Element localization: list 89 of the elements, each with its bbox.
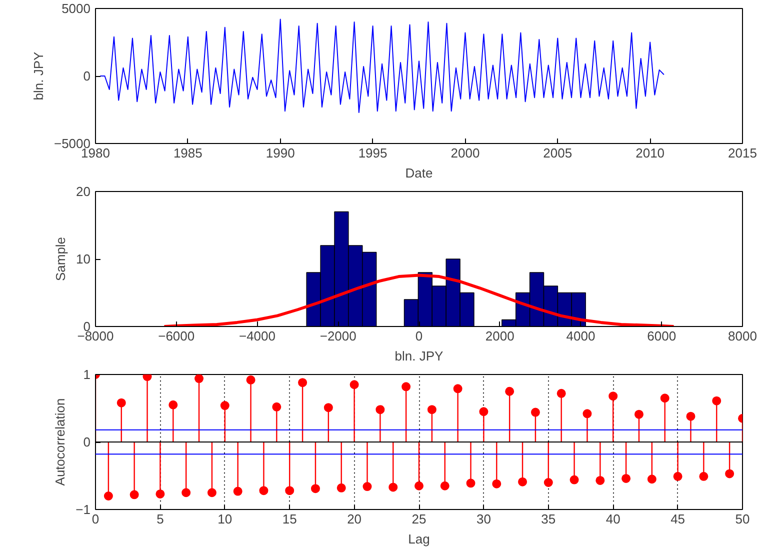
x-tick-label: 2000 — [485, 328, 514, 344]
point — [104, 492, 113, 500]
point — [492, 479, 502, 488]
y-tick-label: 5000 — [62, 1, 90, 16]
point — [182, 488, 191, 498]
point — [556, 388, 566, 398]
point — [699, 472, 708, 481]
point — [634, 410, 644, 419]
point — [207, 488, 216, 498]
point — [505, 386, 514, 396]
y-tick-label: −1 — [76, 502, 91, 517]
point — [647, 474, 656, 484]
x-tick-label: 0 — [415, 328, 423, 344]
x-tick-label: 5 — [156, 512, 164, 526]
x-tick-label: 45 — [670, 512, 686, 526]
point — [402, 382, 411, 392]
point — [310, 484, 320, 494]
point — [673, 472, 682, 481]
point — [336, 483, 346, 492]
x-tick-label: 35 — [541, 512, 556, 526]
point — [582, 409, 592, 418]
x-tick-label: 8000 — [728, 328, 757, 344]
point — [156, 489, 165, 498]
x-tick-label: 1995 — [358, 146, 388, 160]
y-axis-title: bln. JPY — [30, 51, 46, 100]
point — [427, 405, 436, 414]
point — [130, 490, 139, 500]
point — [362, 482, 372, 492]
x-tick-label: 40 — [606, 512, 620, 526]
point — [220, 401, 230, 410]
point — [194, 374, 204, 384]
x-tick-label: −4000 — [238, 328, 276, 344]
point — [168, 400, 178, 410]
x-tick-label: 50 — [735, 512, 750, 526]
x-tick-label: 30 — [476, 512, 491, 526]
x-tick-label: 2010 — [636, 146, 665, 160]
point — [376, 405, 385, 414]
x-tick-label: 10 — [218, 512, 232, 526]
point — [285, 486, 294, 496]
point — [116, 398, 126, 408]
y-tick-label: 0 — [83, 434, 91, 450]
line-series — [100, 18, 664, 113]
point — [298, 378, 308, 388]
point — [530, 408, 540, 417]
point — [272, 402, 282, 412]
point — [388, 482, 398, 492]
y-axis-title: Sample — [53, 236, 68, 282]
y-tick-label: 0 — [83, 68, 91, 84]
x-tick-label: 2000 — [450, 146, 480, 160]
point — [570, 475, 579, 484]
point — [596, 476, 605, 485]
point — [686, 412, 696, 421]
y-tick-label: 1 — [83, 367, 91, 382]
point — [544, 478, 553, 487]
y-tick-label: 10 — [76, 252, 91, 266]
x-tick-label: 20 — [347, 512, 362, 526]
point — [414, 481, 424, 490]
point — [479, 407, 488, 416]
point — [259, 486, 268, 496]
point — [608, 392, 618, 401]
point — [466, 478, 476, 488]
point — [453, 384, 462, 394]
x-tick-label: 1990 — [266, 146, 295, 160]
point — [233, 486, 242, 496]
point — [660, 394, 670, 403]
line-series — [162, 274, 676, 326]
x-axis-title: bln. JPY — [394, 348, 444, 364]
point — [725, 469, 734, 478]
x-tick-label: 15 — [282, 512, 297, 526]
point — [712, 396, 722, 406]
x-axis-title: Lag — [408, 532, 430, 546]
point — [350, 380, 359, 390]
x-tick-label: 6000 — [647, 328, 676, 344]
x-tick-label: 1985 — [173, 146, 202, 160]
y-axis-title: Autocorrelation — [52, 398, 68, 486]
point — [324, 403, 333, 412]
x-tick-label: 2005 — [543, 146, 572, 160]
x-tick-label: −2000 — [320, 328, 356, 344]
point — [518, 477, 528, 486]
point — [622, 474, 631, 483]
x-axis-title: Date — [405, 166, 433, 180]
x-tick-label: −6000 — [158, 328, 195, 344]
y-tick-label: 20 — [76, 184, 91, 199]
x-tick-label: 4000 — [566, 328, 596, 344]
point — [440, 481, 450, 490]
point — [142, 374, 152, 382]
x-tick-label: 2015 — [728, 146, 757, 160]
point — [246, 375, 256, 384]
x-tick-label: 25 — [412, 512, 426, 526]
